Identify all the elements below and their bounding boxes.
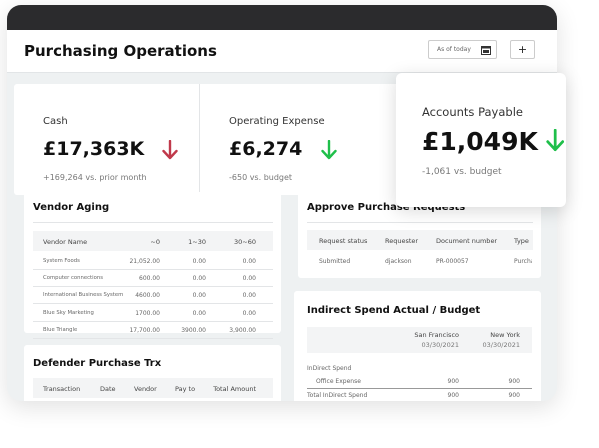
- table-cell: 3900.00: [181, 326, 206, 334]
- table-cell: 0.00: [242, 309, 256, 317]
- table-cell: 0.00: [192, 258, 206, 265]
- column-header: San Francisco: [414, 331, 459, 339]
- down-arrow: [546, 129, 565, 152]
- table-cell: 0.00: [192, 309, 206, 317]
- kpi-label: Operating Expense: [229, 116, 325, 127]
- table-cell: 0.00: [242, 258, 256, 265]
- table-cell: 0.00: [242, 292, 256, 300]
- row-rule: [33, 337, 273, 339]
- page-title: Purchasing Operations: [24, 42, 217, 60]
- header-band: [307, 327, 532, 353]
- table-cell: 0.00: [192, 275, 206, 283]
- header: Purchasing Operations As of today +: [7, 30, 557, 73]
- dashboard-window: Purchasing Operations As of today + Vend…: [7, 5, 557, 401]
- table-cell: PR-000057: [436, 258, 469, 265]
- table-cell: 21,052.00: [129, 258, 160, 265]
- row-rule: [33, 269, 273, 270]
- total-rule: [307, 388, 532, 389]
- table-cell: 1700.00: [135, 309, 160, 317]
- table-cell: International Business System: [43, 292, 124, 299]
- table-cell: 4600.00: [135, 292, 160, 300]
- divider: [199, 84, 200, 195]
- column-header: 03/30/2021: [482, 341, 520, 349]
- table-cell: System Foods: [43, 258, 80, 264]
- kpi-value: £1,049K: [422, 127, 538, 156]
- kpi-label: Accounts Payable: [422, 105, 523, 119]
- header-band: [33, 231, 273, 251]
- table-cell: Blue Sky Marketing: [43, 309, 94, 316]
- add-button[interactable]: +: [510, 40, 535, 59]
- column-header: Date: [100, 385, 116, 393]
- header-band: [307, 230, 533, 250]
- kpi-row: [14, 84, 414, 195]
- kpi-opex: Operating Expense £6,274 -650 vs. budget: [200, 84, 400, 195]
- row-label: InDirect Spend: [307, 365, 352, 372]
- column-header: Type: [514, 237, 529, 245]
- table-cell: Computer connections: [43, 275, 103, 282]
- top-bar: [7, 5, 557, 30]
- kpi-value: £6,274: [229, 138, 303, 160]
- table-cell: 900: [508, 392, 520, 399]
- row-label: Office Expense: [316, 378, 361, 385]
- column-header: Transaction: [43, 385, 81, 393]
- row-rule: [33, 320, 273, 322]
- row-label: Total InDirect Spend: [307, 392, 368, 399]
- kpi-delta: -650 vs. budget: [229, 173, 293, 182]
- panel-title: Approve Purchase Requests: [307, 202, 466, 213]
- date-text: As of today: [437, 46, 471, 53]
- kpi-delta: -1,061 vs. budget: [422, 167, 502, 177]
- indirect-spend-panel: Indirect Spend Actual / Budget San Franci…: [294, 291, 541, 401]
- kpi-value: £17,363K: [43, 138, 145, 160]
- table-cell: 0.00: [242, 275, 256, 283]
- kpi-cash: Cash £17,363K +169,264 vs. prior month: [14, 84, 199, 195]
- column-header: New York: [490, 331, 520, 339]
- column-header: Requester: [385, 237, 419, 245]
- header-band: [33, 378, 273, 398]
- column-header: Pay to: [175, 385, 196, 393]
- table-cell: Submitted: [319, 258, 351, 265]
- column-header: ~0: [150, 238, 160, 246]
- kpi-label: Cash: [43, 116, 68, 127]
- column-header: Vendor Name: [43, 238, 88, 246]
- column-header: Vendor: [134, 385, 157, 393]
- table-cell: 600.00: [139, 275, 160, 283]
- title-rule: [307, 222, 533, 223]
- down-arrow: [162, 140, 178, 160]
- table-cell: 3,900.00: [229, 326, 256, 334]
- column-header: 1~30: [188, 238, 206, 246]
- table-cell: Blue Triangle: [43, 326, 78, 333]
- table-cell: 0.00: [192, 292, 206, 300]
- table-cell: 17,700.00: [129, 326, 160, 334]
- column-header: 03/30/2021: [421, 341, 459, 349]
- table-cell: Purchase: [514, 258, 532, 265]
- panel-title: Indirect Spend Actual / Budget: [307, 305, 481, 316]
- table-cell: 900: [508, 378, 520, 385]
- column-header: 30~60: [234, 238, 256, 246]
- kpi-delta: +169,264 vs. prior month: [43, 173, 147, 182]
- table-cell: 900: [447, 378, 459, 385]
- kpi-accounts-payable[interactable]: Accounts Payable £1,049K -1,061 vs. budget: [396, 73, 566, 207]
- row-rule: [33, 286, 273, 288]
- row-rule: [33, 303, 273, 305]
- row-clip: Submitted djackson PR-000057 Purchase: [298, 192, 532, 278]
- table-cell: 900: [447, 392, 459, 399]
- date-picker[interactable]: As of today: [428, 40, 497, 59]
- title-rule: [33, 222, 273, 223]
- defender-panel: Defender Purchase Trx Transaction Date Vend…: [24, 345, 281, 401]
- column-header: Document number: [436, 237, 498, 245]
- vendor-aging-panel: Vendor Aging Vendor Name ~0 1~30 30~60 System…: [24, 192, 281, 339]
- panel-title: Vendor Aging: [33, 202, 110, 213]
- column-header: Request status: [319, 237, 368, 245]
- calendar-icon: [481, 46, 491, 55]
- panel-title: Defender Purchase Trx: [33, 358, 162, 369]
- down-arrow: [321, 140, 337, 160]
- table-cell: djackson: [385, 258, 412, 265]
- column-header: Total Amount: [213, 385, 256, 393]
